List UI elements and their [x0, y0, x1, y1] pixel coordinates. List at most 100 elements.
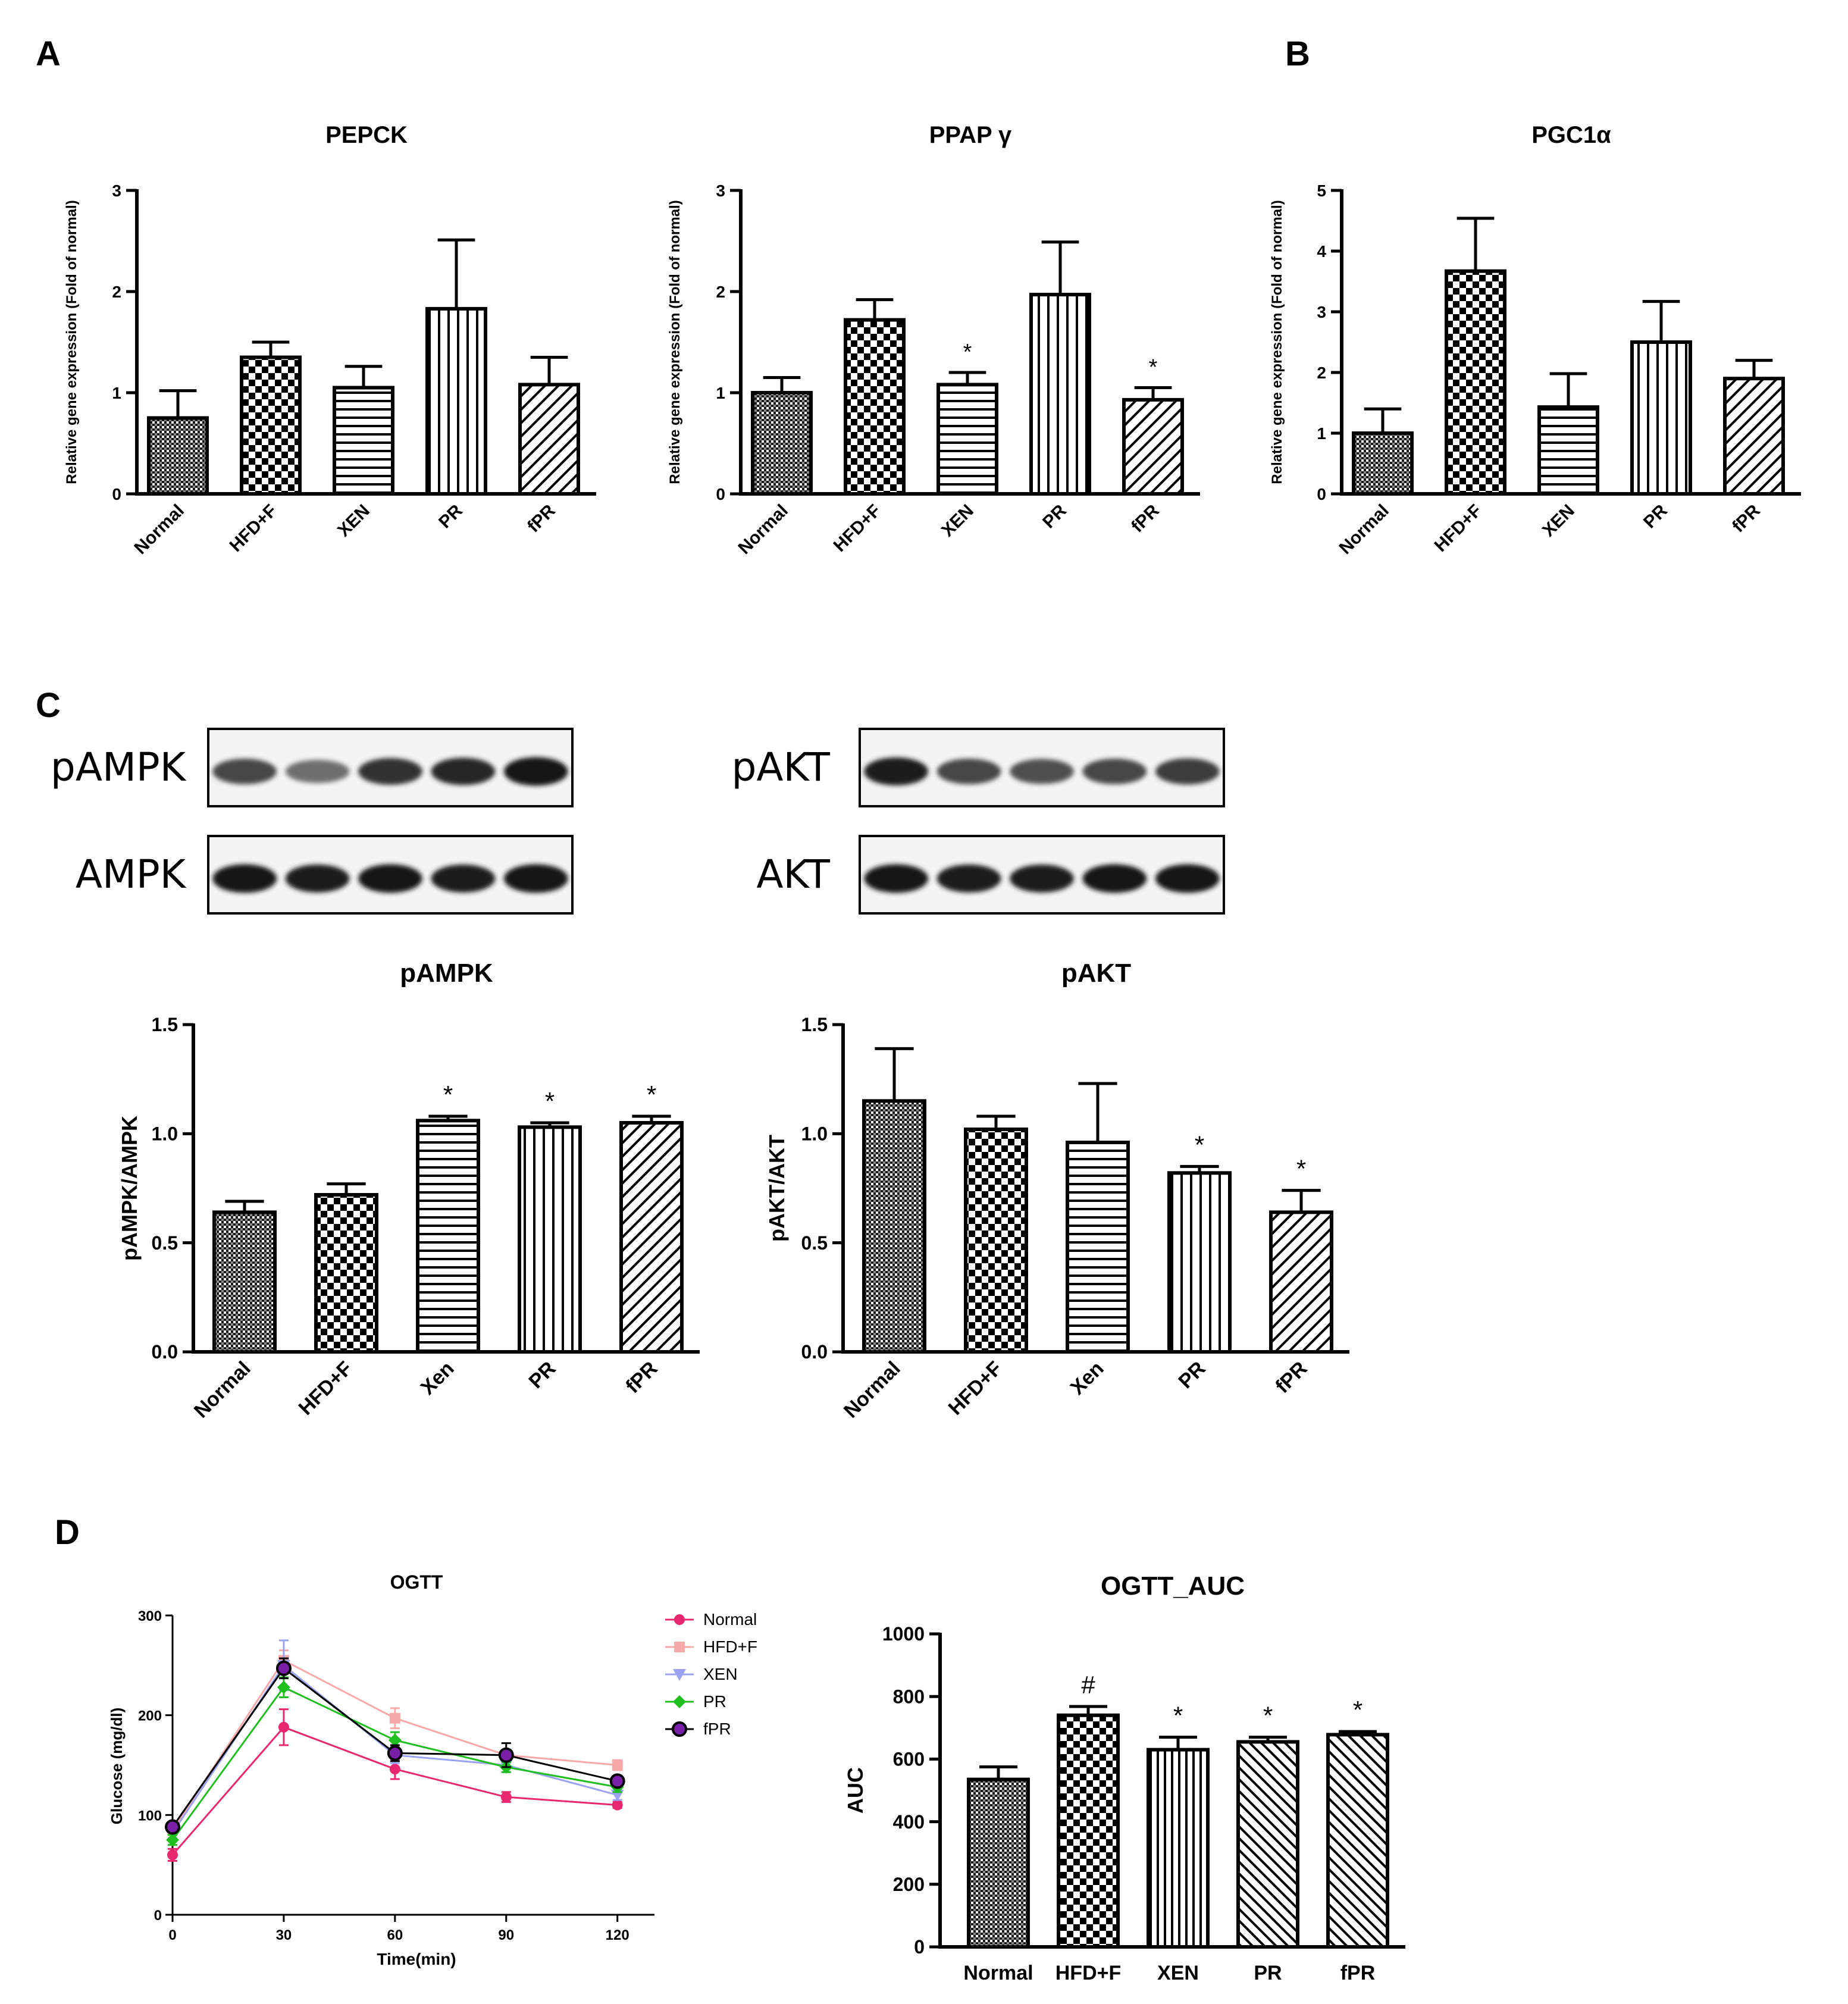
legend-label: fPR	[703, 1720, 731, 1738]
bar-xen	[1537, 405, 1599, 496]
blot-pampk: pAMPK	[51, 728, 574, 807]
y-axis-label: AUC	[843, 1767, 867, 1814]
category-label: Normal	[963, 1962, 1033, 1984]
bar-fpr	[1122, 397, 1184, 496]
blot-label: pAMPK	[51, 744, 187, 790]
category-label: HFD+F	[226, 501, 281, 556]
chart-title: pAKT	[1061, 959, 1131, 988]
bar-normal	[147, 416, 209, 496]
legend-label: XEN	[703, 1665, 738, 1683]
bar-pr	[1029, 293, 1091, 496]
legend-item: XEN	[665, 1665, 738, 1683]
blot-band	[936, 759, 1001, 784]
chart-pgc1a: PGC1α Relative gene expression (Fold of n…	[1269, 122, 1801, 558]
y-tick-label: 1.5	[801, 1014, 828, 1035]
category-label: HFD+F	[830, 501, 885, 556]
chart-title: pAMPK	[400, 959, 493, 988]
category-label: HFD+F	[944, 1357, 1007, 1420]
category-label: PR	[1254, 1962, 1282, 1984]
panel-letter-b: B	[1285, 35, 1310, 73]
category-label: Xen	[416, 1357, 459, 1399]
category-label: XEN	[1539, 501, 1578, 541]
series-normal	[167, 1708, 623, 1862]
legend-marker	[674, 1642, 685, 1652]
blot-band	[1010, 865, 1074, 893]
category-label: XEN	[938, 501, 978, 541]
bar-normal	[967, 1777, 1030, 1949]
significance-mark: *	[1353, 1696, 1362, 1724]
legend-marker	[674, 1614, 685, 1625]
bar-hfd-f	[844, 318, 906, 496]
bar-pr	[1630, 340, 1692, 496]
data-point	[389, 1764, 400, 1775]
y-tick-label: 0	[716, 485, 725, 503]
category-label: Normal	[1336, 501, 1393, 558]
y-tick-label: 1	[1317, 424, 1326, 443]
y-tick-label: 600	[893, 1749, 925, 1770]
y-tick-label: 4	[1317, 242, 1326, 261]
data-point	[612, 1759, 623, 1771]
y-tick-label: 0.0	[152, 1341, 178, 1363]
data-point	[165, 1819, 180, 1835]
y-tick-label: 200	[138, 1708, 162, 1724]
category-label: Normal	[840, 1357, 905, 1423]
significance-mark: *	[647, 1081, 656, 1109]
category-label: Normal	[735, 501, 792, 558]
legend-item: fPR	[665, 1720, 731, 1738]
y-axis-label: Relative gene expression (Fold of normal…	[667, 200, 683, 484]
category-label: XEN	[334, 501, 374, 541]
y-axis-label: Relative gene expression (Fold of normal…	[64, 200, 80, 484]
panel-letter-d: D	[55, 1513, 80, 1552]
y-tick-label: 3	[112, 181, 121, 200]
blot-band	[1155, 758, 1220, 785]
chart-pepck: PEPCK Relative gene expression (Fold of n…	[64, 122, 596, 558]
y-tick-label: 5	[1317, 181, 1326, 200]
blot-band	[212, 864, 277, 893]
blot-band	[864, 757, 929, 785]
bar-xen	[1147, 1748, 1210, 1949]
legend-marker	[673, 1669, 686, 1681]
bar-fpr	[1723, 377, 1785, 496]
category-label: fPR	[524, 500, 559, 536]
blot-band	[285, 760, 350, 783]
significance-mark: *	[963, 340, 972, 365]
y-tick-label: 1	[716, 384, 725, 402]
bar-hfd-f	[240, 355, 302, 496]
legend-label: HFD+F	[703, 1637, 757, 1656]
blot-akt: AKT	[756, 835, 1225, 915]
legend-label: PR	[703, 1692, 726, 1711]
bar-hfd-f	[314, 1193, 378, 1354]
category-label: fPR	[1127, 500, 1163, 536]
bar-fpr	[1269, 1210, 1333, 1354]
category-label: fPR	[621, 1357, 662, 1398]
bar-pr	[518, 1125, 582, 1354]
blot-label: pAKT	[731, 744, 830, 790]
category-label: Normal	[131, 501, 188, 558]
y-tick-label: 1000	[882, 1623, 925, 1645]
x-tick-label: 90	[498, 1927, 514, 1943]
blot-band	[212, 759, 277, 784]
bar-pr	[1167, 1171, 1232, 1354]
y-tick-label: 0	[154, 1908, 162, 1924]
blot-band	[1082, 759, 1147, 784]
category-label: Normal	[190, 1357, 255, 1423]
category-label: PR	[1174, 1357, 1210, 1393]
bar-fpr	[619, 1121, 684, 1354]
chart-title: OGTT_AUC	[1101, 1571, 1245, 1601]
bar-normal	[1352, 431, 1414, 496]
data-point	[387, 1745, 403, 1761]
bar-hfd-f	[1445, 269, 1506, 496]
y-tick-label: 3	[716, 181, 725, 200]
legend-item: PR	[665, 1692, 726, 1711]
bar-hfd-f	[964, 1128, 1028, 1354]
category-label: fPR	[1340, 1962, 1376, 1984]
x-tick-label: 30	[276, 1927, 292, 1943]
significance-mark: *	[1263, 1702, 1273, 1730]
data-point	[612, 1799, 623, 1811]
significance-mark: *	[1195, 1131, 1204, 1158]
data-point	[500, 1792, 512, 1803]
legend-item: HFD+F	[665, 1637, 757, 1656]
chart-ogtt: OGTT Glucose (mg/dl) Time(min) 0 100 200 300 0 3…	[108, 1571, 757, 1968]
y-tick-label: 2	[112, 283, 121, 301]
bar-xen	[333, 386, 394, 496]
